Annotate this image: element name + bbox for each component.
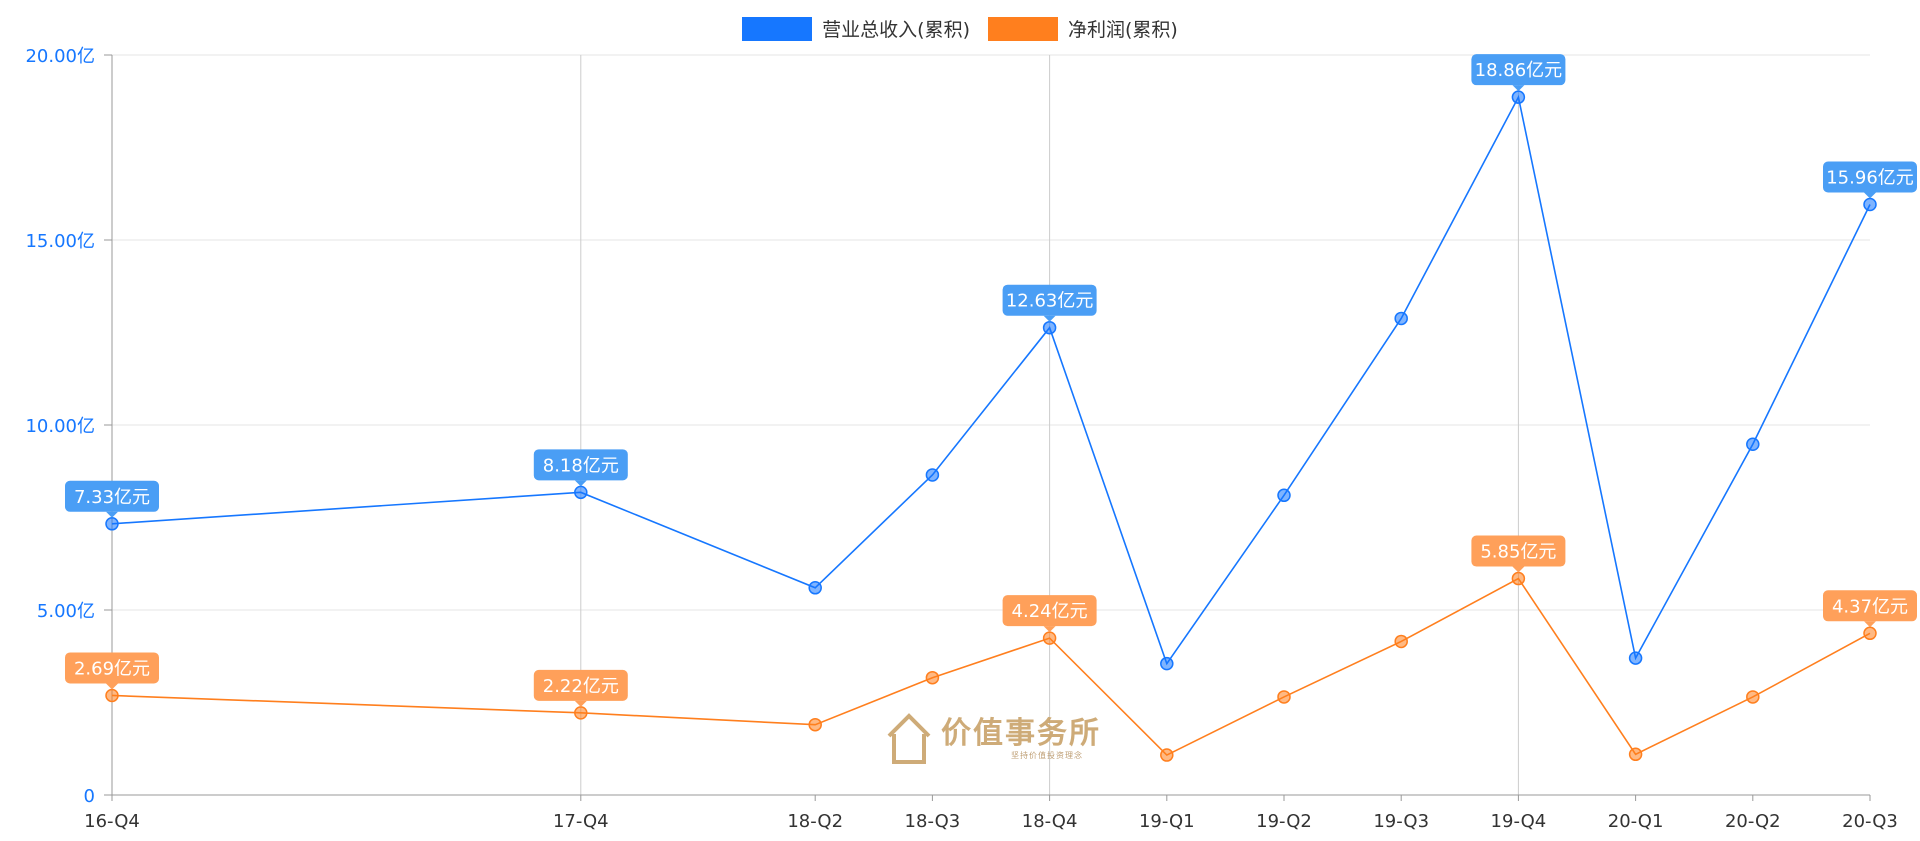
data-label-pointer bbox=[574, 700, 587, 707]
y-tick-label: 10.00亿 bbox=[25, 416, 95, 437]
data-label-pointer bbox=[1512, 566, 1525, 573]
data-label: 2.22亿元 bbox=[543, 676, 619, 697]
x-tick-label: 17-Q4 bbox=[553, 811, 609, 832]
x-tick-label: 18-Q2 bbox=[787, 811, 843, 832]
data-label: 15.96亿元 bbox=[1826, 167, 1914, 188]
data-point bbox=[574, 706, 588, 720]
data-label: 4.37亿元 bbox=[1832, 596, 1908, 617]
watermark: 价值事务所 坚持价值投资理念 bbox=[885, 712, 1101, 766]
data-label: 8.18亿元 bbox=[543, 455, 619, 476]
data-point bbox=[1042, 320, 1057, 335]
data-point bbox=[808, 717, 822, 732]
x-tick-label: 20-Q3 bbox=[1842, 811, 1898, 832]
data-point bbox=[1863, 197, 1877, 212]
data-point bbox=[1628, 651, 1643, 665]
data-label-box bbox=[65, 480, 159, 512]
data-label: 4.24亿元 bbox=[1012, 601, 1088, 622]
x-tick-label: 16-Q4 bbox=[84, 811, 140, 832]
watermark-subtitle: 坚持价值投资理念 bbox=[1011, 750, 1083, 760]
data-point bbox=[1277, 690, 1291, 704]
legend-swatch-revenue bbox=[742, 16, 813, 41]
data-point bbox=[105, 517, 119, 531]
data-label-pointer bbox=[1043, 315, 1056, 322]
data-label-box bbox=[533, 669, 628, 701]
x-tick-label: 18-Q4 bbox=[1022, 811, 1078, 832]
data-label-pointer bbox=[106, 683, 118, 690]
data-label-box bbox=[1471, 54, 1566, 86]
data-point bbox=[1160, 656, 1174, 671]
x-tick-label: 20-Q2 bbox=[1725, 811, 1781, 832]
data-point bbox=[1628, 747, 1643, 762]
data-label: 2.69亿元 bbox=[74, 658, 150, 679]
x-tick-label: 19-Q2 bbox=[1256, 811, 1312, 832]
data-label-pointer bbox=[1512, 85, 1525, 92]
legend-item-net-profit[interactable]: 净利润(累积) bbox=[988, 15, 1178, 42]
data-label: 7.33亿元 bbox=[74, 487, 150, 508]
data-label-pointer bbox=[1043, 626, 1056, 633]
house-logo-icon bbox=[887, 713, 931, 764]
data-point bbox=[105, 688, 119, 703]
data-label: 12.63亿元 bbox=[1006, 291, 1094, 312]
data-label-box bbox=[1002, 595, 1097, 627]
y-tick-label: 0 bbox=[84, 786, 95, 807]
data-point bbox=[925, 670, 940, 685]
x-tick-label: 19-Q4 bbox=[1491, 811, 1547, 832]
data-label-box bbox=[1471, 535, 1566, 567]
legend-item-revenue[interactable]: 营业总收入(累积) bbox=[742, 15, 970, 42]
legend-label-net-profit: 净利润(累积) bbox=[1068, 19, 1178, 41]
data-point bbox=[808, 581, 822, 595]
data-point bbox=[1394, 634, 1408, 649]
data-point bbox=[1277, 488, 1291, 503]
data-label-box bbox=[533, 449, 628, 481]
data-point bbox=[1746, 690, 1760, 704]
series-line-net-profit bbox=[111, 577, 1871, 757]
legend-swatch-net-profit bbox=[988, 16, 1058, 41]
data-point bbox=[1042, 631, 1057, 645]
y-tick-label: 15.00亿 bbox=[25, 231, 95, 252]
data-point bbox=[574, 485, 588, 500]
data-point bbox=[1160, 748, 1174, 762]
data-point bbox=[1746, 437, 1760, 451]
data-label-pointer bbox=[1864, 621, 1876, 628]
data-point bbox=[925, 468, 940, 482]
x-tick-label: 20-Q1 bbox=[1608, 811, 1664, 832]
data-label-box bbox=[1823, 161, 1917, 193]
data-label: 5.85亿元 bbox=[1480, 542, 1556, 563]
x-tick-label: 19-Q3 bbox=[1373, 811, 1429, 832]
series-line-revenue bbox=[111, 94, 1871, 666]
x-tick-label: 19-Q1 bbox=[1139, 811, 1195, 832]
chart-legend: 营业总收入(累积) 净利润(累积) bbox=[0, 15, 1920, 42]
data-label-pointer bbox=[574, 480, 587, 487]
data-label-box bbox=[1823, 590, 1917, 622]
legend-label-revenue: 营业总收入(累积) bbox=[822, 19, 970, 41]
y-tick-label: 5.00亿 bbox=[37, 601, 95, 622]
data-label: 18.86亿元 bbox=[1475, 60, 1563, 81]
data-label-box bbox=[65, 652, 159, 684]
watermark-title: 价值事务所 bbox=[941, 715, 1101, 751]
x-tick-label: 18-Q3 bbox=[905, 811, 961, 832]
data-point bbox=[1511, 571, 1526, 586]
data-point bbox=[1863, 626, 1877, 641]
data-label-pointer bbox=[1864, 192, 1876, 199]
data-point bbox=[1394, 311, 1408, 326]
data-label-box bbox=[1002, 284, 1097, 316]
data-point bbox=[1511, 90, 1526, 104]
y-tick-label: 20.00亿 bbox=[25, 46, 95, 67]
data-label-pointer bbox=[106, 511, 118, 518]
